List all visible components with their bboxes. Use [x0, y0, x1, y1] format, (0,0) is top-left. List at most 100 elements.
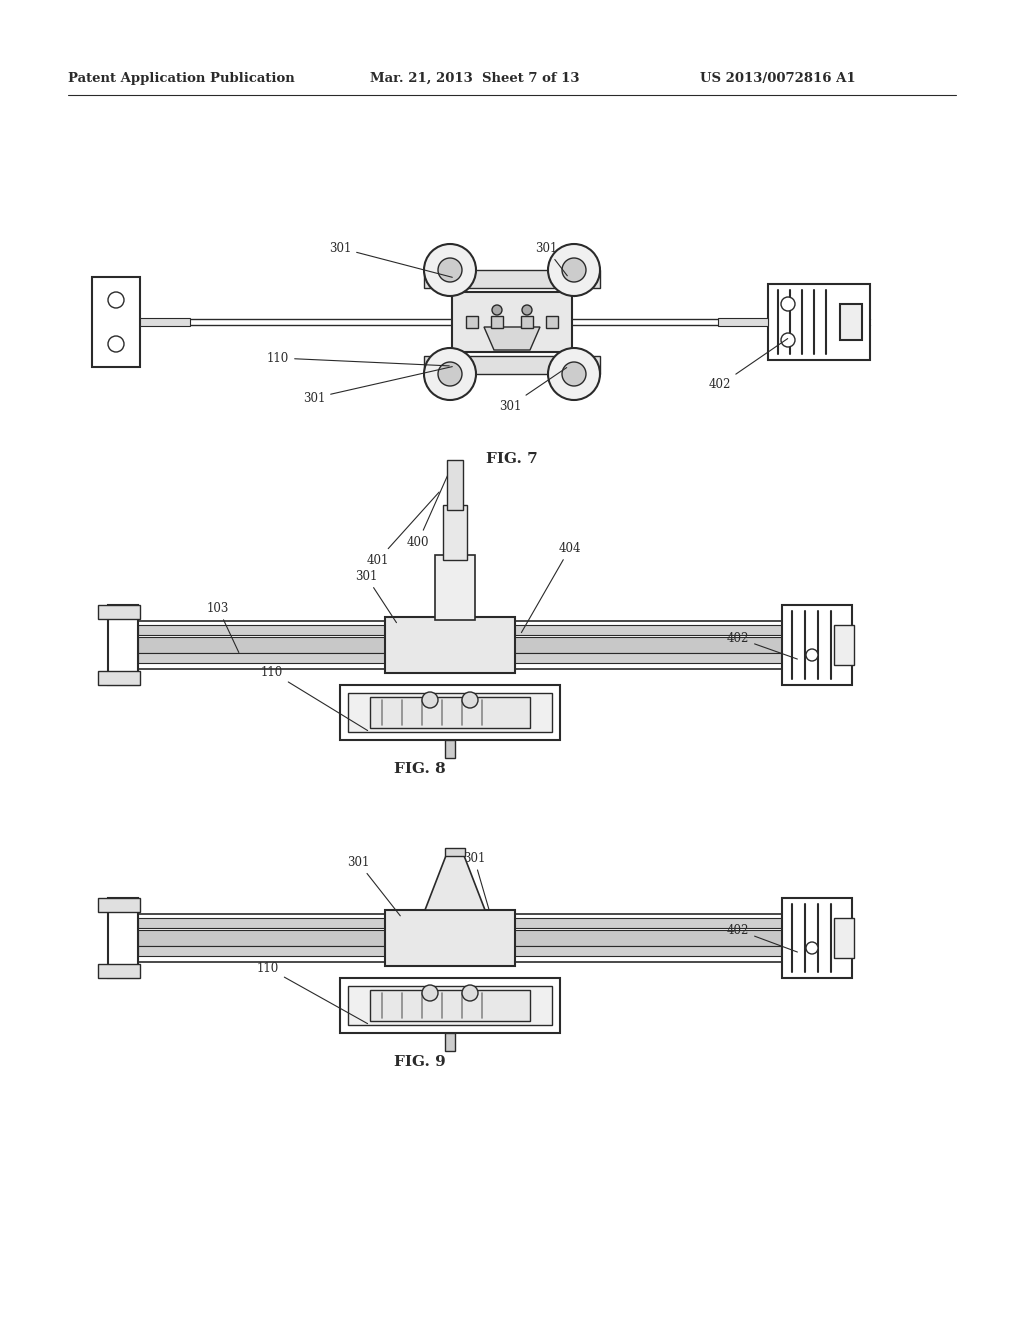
Text: 406: 406 [449, 517, 471, 569]
Bar [452, 292, 572, 352]
Circle shape [781, 297, 795, 312]
Bar [445, 1034, 455, 1051]
Bar [445, 741, 455, 758]
Bar [834, 917, 854, 958]
Bar [782, 605, 852, 685]
Text: 301: 301 [535, 242, 567, 276]
Circle shape [493, 911, 511, 929]
Circle shape [422, 985, 438, 1001]
Circle shape [389, 618, 407, 636]
Bar [98, 898, 140, 912]
Polygon shape [484, 327, 540, 350]
Bar [138, 917, 782, 928]
Circle shape [781, 333, 795, 347]
Text: 301: 301 [329, 242, 453, 277]
Bar [340, 685, 560, 741]
Bar [840, 304, 862, 341]
Text: FIG. 8: FIG. 8 [394, 762, 445, 776]
Circle shape [469, 946, 487, 965]
Text: 402: 402 [709, 338, 787, 392]
Circle shape [438, 257, 462, 282]
Bar [768, 284, 870, 360]
Bar [435, 554, 475, 620]
Bar [348, 693, 552, 733]
Circle shape [493, 653, 511, 672]
Bar [138, 620, 782, 669]
Circle shape [438, 362, 462, 385]
Circle shape [492, 305, 502, 315]
Text: 301: 301 [303, 367, 453, 404]
Bar [466, 315, 478, 327]
Text: 401: 401 [367, 492, 439, 566]
Bar [718, 318, 768, 326]
Text: Patent Application Publication: Patent Application Publication [68, 73, 295, 84]
Bar [385, 616, 515, 673]
Text: US 2013/0072816 A1: US 2013/0072816 A1 [700, 73, 856, 84]
Text: 400: 400 [407, 473, 449, 549]
Bar [138, 653, 782, 663]
Circle shape [562, 362, 586, 385]
Circle shape [806, 942, 818, 954]
Bar [340, 978, 560, 1034]
Bar [348, 986, 552, 1026]
Text: 402: 402 [727, 924, 798, 952]
Circle shape [469, 653, 487, 672]
Circle shape [108, 292, 124, 308]
Circle shape [413, 946, 431, 965]
Bar [447, 459, 463, 510]
Circle shape [469, 618, 487, 636]
Bar [490, 315, 503, 327]
Text: 301: 301 [347, 855, 400, 916]
Text: Mar. 21, 2013  Sheet 7 of 13: Mar. 21, 2013 Sheet 7 of 13 [370, 73, 580, 84]
Circle shape [469, 911, 487, 929]
Circle shape [462, 985, 478, 1001]
Circle shape [413, 618, 431, 636]
Bar [138, 931, 782, 946]
Bar [424, 271, 600, 288]
Bar [138, 624, 782, 635]
Circle shape [389, 946, 407, 965]
Bar [521, 315, 534, 327]
Bar [424, 356, 600, 374]
Bar [138, 913, 782, 962]
Circle shape [548, 348, 600, 400]
Circle shape [424, 244, 476, 296]
Bar [445, 847, 465, 855]
Circle shape [562, 257, 586, 282]
Text: FIG. 9: FIG. 9 [394, 1055, 445, 1069]
Circle shape [389, 653, 407, 672]
Text: FIG. 7: FIG. 7 [486, 451, 538, 466]
Bar [108, 605, 138, 685]
Text: 110: 110 [257, 961, 368, 1023]
Circle shape [424, 348, 476, 400]
Polygon shape [425, 853, 485, 909]
Text: 103: 103 [207, 602, 239, 652]
Text: 301: 301 [499, 367, 566, 412]
Circle shape [422, 692, 438, 708]
Bar [370, 990, 530, 1020]
Circle shape [389, 911, 407, 929]
Bar [443, 506, 467, 560]
Bar [138, 638, 782, 653]
Text: 301: 301 [354, 569, 396, 623]
Text: 404: 404 [521, 541, 582, 632]
Circle shape [108, 337, 124, 352]
Bar [108, 898, 138, 978]
Bar [98, 605, 140, 619]
Bar [140, 318, 190, 326]
Bar [138, 946, 782, 956]
Circle shape [413, 911, 431, 929]
Circle shape [548, 244, 600, 296]
Circle shape [522, 305, 532, 315]
Bar [98, 671, 140, 685]
Circle shape [493, 618, 511, 636]
Text: 110: 110 [261, 665, 368, 730]
Circle shape [493, 946, 511, 965]
Text: 402: 402 [727, 631, 798, 659]
Text: 110: 110 [267, 351, 450, 366]
Bar [546, 315, 558, 327]
Bar [370, 697, 530, 729]
Bar [98, 964, 140, 978]
Bar [834, 624, 854, 665]
Circle shape [806, 649, 818, 661]
